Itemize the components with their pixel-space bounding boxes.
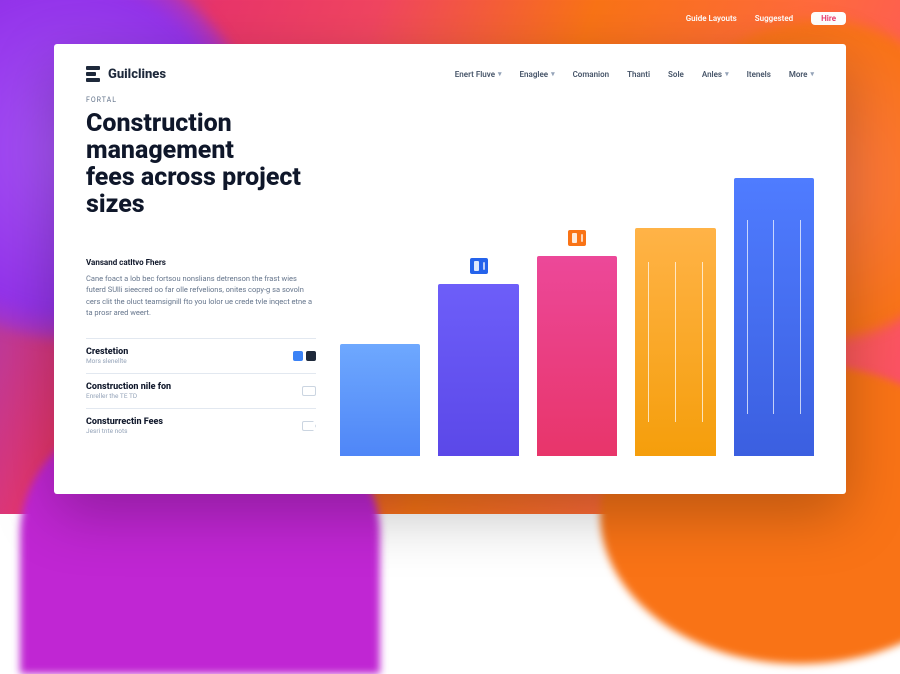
- eyebrow-text: FORTAL: [86, 96, 316, 104]
- bar-group-0: [340, 344, 420, 456]
- legend-1-swatch: [293, 351, 316, 361]
- legend-2-swatch: [302, 386, 316, 396]
- legend-3-title: Consturrectin Fees: [86, 417, 292, 427]
- menu-item-1[interactable]: Enaglee▾: [520, 70, 555, 79]
- bar-4: [734, 178, 814, 456]
- bar-chart: [340, 96, 814, 462]
- bar-1: [438, 284, 518, 456]
- legend-item-3[interactable]: Consturrectin Fees Jesri tnte nots: [86, 408, 316, 443]
- legend-item-1[interactable]: Crestetion Mors slenellte: [86, 338, 316, 373]
- menu-item-5[interactable]: Anles▾: [702, 70, 729, 79]
- bar-group-4: [734, 178, 814, 456]
- legend-3-sub: Jesri tnte nots: [86, 427, 292, 435]
- section-subtitle: Vansand catltvo Fhers: [86, 258, 316, 267]
- outer-top-nav: Guide Layouts Suggested Hire: [686, 12, 846, 25]
- legend-2-title: Construction nile fon: [86, 382, 292, 392]
- topnav-link-2[interactable]: Suggested: [755, 14, 793, 23]
- bar-icon-1: [470, 258, 488, 274]
- left-column: FORTAL Construction managementfees acros…: [86, 96, 316, 462]
- section-description: Cane foact a lob bec fortsou nonslians d…: [86, 273, 316, 318]
- content-row: FORTAL Construction managementfees acros…: [86, 96, 814, 462]
- menu-more[interactable]: More▾: [789, 70, 814, 79]
- menu-item-0[interactable]: Enert Fluve▾: [455, 70, 502, 79]
- bar-group-1: [438, 258, 518, 456]
- brand-logo[interactable]: Guilclines: [86, 66, 166, 82]
- bar-2: [537, 256, 617, 456]
- legend-3-swatch: [302, 421, 316, 431]
- bar-3: [635, 228, 715, 456]
- topnav-link-1[interactable]: Guide Layouts: [686, 14, 737, 23]
- legend-1-title: Crestetion: [86, 347, 283, 357]
- menu-item-4[interactable]: Sole: [668, 70, 684, 79]
- main-menu: Enert Fluve▾ Enaglee▾ Comanion Thanti Sole An…: [455, 70, 814, 79]
- menu-item-2[interactable]: Comanion: [573, 70, 610, 79]
- card-header: Guilclines Enert Fluve▾ Enaglee▾ Comanion T…: [86, 66, 814, 82]
- legend-2-sub: Enreller the TE TD: [86, 392, 292, 400]
- bar-group-2: [537, 230, 617, 456]
- menu-item-6[interactable]: Itenels: [747, 70, 771, 79]
- bar-icon-2: [568, 230, 586, 246]
- menu-item-3[interactable]: Thanti: [627, 70, 650, 79]
- bar-0: [340, 344, 420, 456]
- page-title: Construction managementfees across proje…: [86, 110, 316, 218]
- legend-item-2[interactable]: Construction nile fon Enreller the TE TD: [86, 373, 316, 408]
- bar-group-3: [635, 228, 715, 456]
- logo-text: Guilclines: [108, 67, 166, 82]
- main-card: Guilclines Enert Fluve▾ Enaglee▾ Comanion T…: [54, 44, 846, 494]
- legend-1-sub: Mors slenellte: [86, 357, 283, 365]
- logo-icon: [86, 66, 102, 82]
- topnav-cta-button[interactable]: Hire: [811, 12, 846, 25]
